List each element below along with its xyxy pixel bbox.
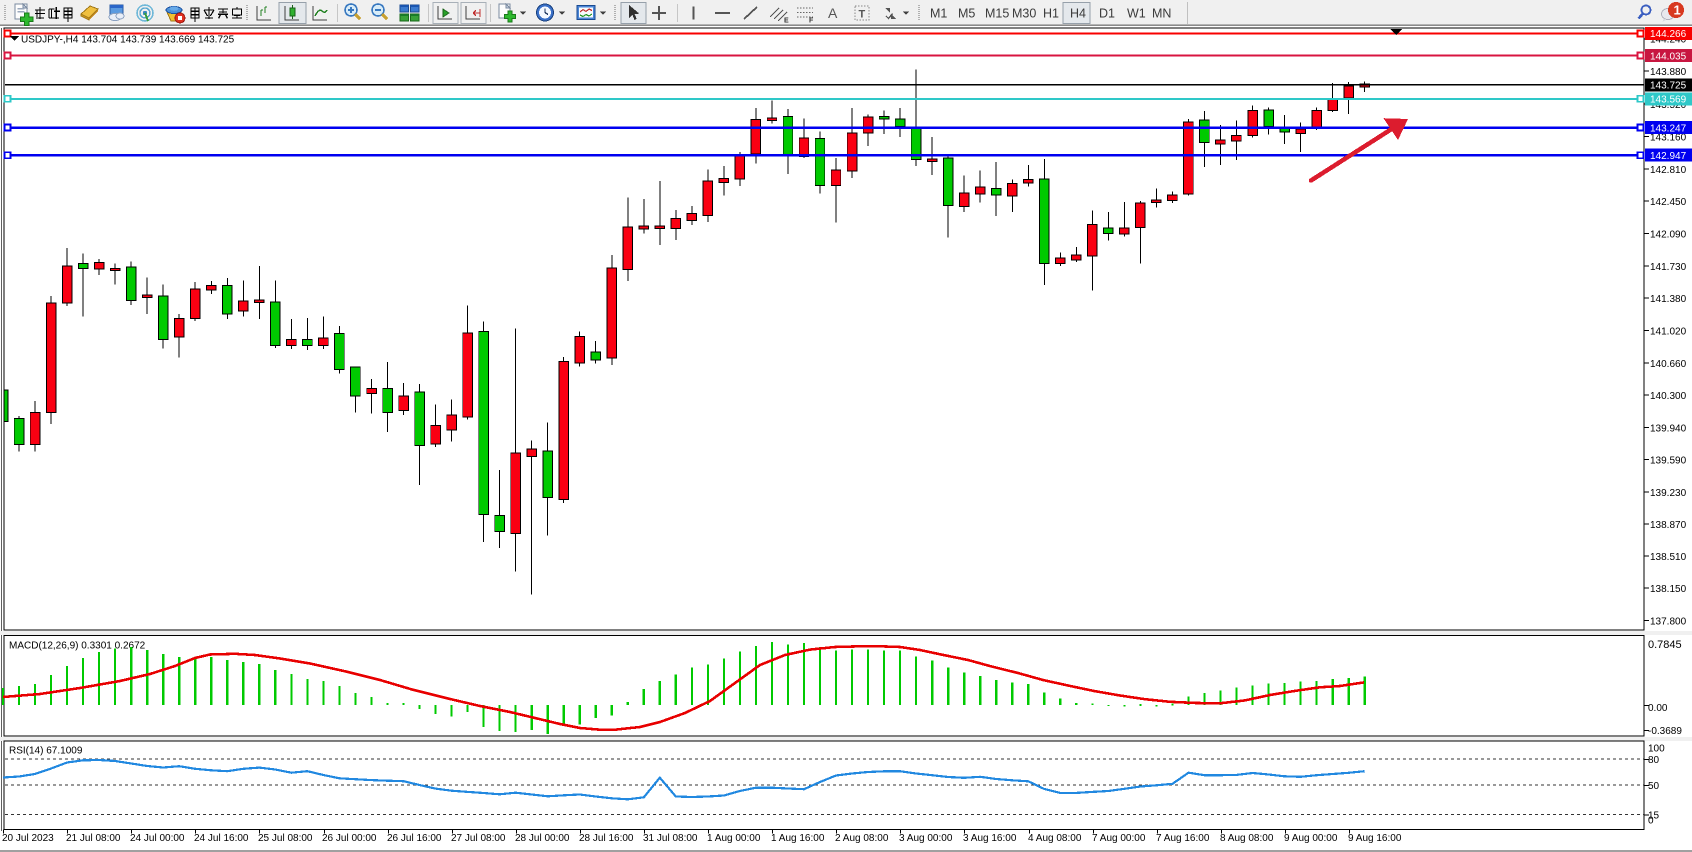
svg-text:142.450: 142.450 [1650,197,1687,208]
svg-text:1 Aug 00:00: 1 Aug 00:00 [707,833,761,844]
svg-text:F: F [809,18,814,25]
svg-text:28 Jul 16:00: 28 Jul 16:00 [579,833,634,844]
svg-text:137.800: 137.800 [1650,616,1687,627]
svg-text:138.870: 138.870 [1650,520,1687,531]
svg-text:M15: M15 [985,7,1009,21]
svg-text:24 Jul 00:00: 24 Jul 00:00 [130,833,185,844]
svg-text:50: 50 [1648,781,1660,792]
svg-text:W1: W1 [1127,7,1146,21]
svg-text:9 Aug 16:00: 9 Aug 16:00 [1348,833,1402,844]
svg-text:0.7845: 0.7845 [1648,639,1682,651]
svg-text:143.569: 143.569 [1650,95,1687,106]
svg-text:143.880: 143.880 [1650,67,1687,78]
svg-text:25 Jul 08:00: 25 Jul 08:00 [258,833,313,844]
svg-text:26 Jul 00:00: 26 Jul 00:00 [322,833,377,844]
svg-text:MACD(12,26,9) 0.3301 0.2672: MACD(12,26,9) 0.3301 0.2672 [9,641,146,652]
svg-text:A: A [828,5,838,21]
svg-text:80: 80 [1648,755,1660,766]
svg-text:141.020: 141.020 [1650,326,1687,337]
svg-text:USDJPY-,H4 143.704 143.739 14: USDJPY-,H4 143.704 143.739 143.669 143.7… [21,35,235,46]
svg-text:100: 100 [1648,744,1665,755]
svg-text:21 Jul 08:00: 21 Jul 08:00 [66,833,121,844]
svg-text:15: 15 [1648,811,1660,822]
svg-text:D1: D1 [1099,7,1115,21]
svg-text:RSI(14) 67.1009: RSI(14) 67.1009 [9,746,83,757]
svg-text:MN: MN [1152,7,1171,21]
svg-text:M1: M1 [930,7,947,21]
svg-text:0.00: 0.00 [1648,703,1668,714]
svg-text:1 Aug 16:00: 1 Aug 16:00 [771,833,825,844]
svg-text:7 Aug 00:00: 7 Aug 00:00 [1092,833,1146,844]
svg-text:H1: H1 [1043,7,1059,21]
svg-text:2 Aug 08:00: 2 Aug 08:00 [835,833,889,844]
svg-text:M5: M5 [958,7,975,21]
svg-text:143.160: 143.160 [1650,132,1687,143]
svg-text:142.090: 142.090 [1650,229,1687,240]
svg-text:139.230: 139.230 [1650,488,1687,499]
svg-text:3 Aug 16:00: 3 Aug 16:00 [963,833,1017,844]
svg-text:M30: M30 [1012,7,1036,21]
svg-text:27 Jul 08:00: 27 Jul 08:00 [451,833,506,844]
svg-text:144.035: 144.035 [1650,51,1687,62]
svg-text:7 Aug 16:00: 7 Aug 16:00 [1156,833,1210,844]
svg-text:26 Jul 16:00: 26 Jul 16:00 [387,833,442,844]
svg-text:139.590: 139.590 [1650,455,1687,466]
svg-text:138.510: 138.510 [1650,552,1687,563]
svg-text:143.247: 143.247 [1650,123,1687,134]
svg-text:141.380: 141.380 [1650,294,1687,305]
svg-text:140.300: 140.300 [1650,391,1687,402]
svg-text:144.266: 144.266 [1650,29,1687,40]
svg-text:139.940: 139.940 [1650,423,1687,434]
svg-text:142.947: 142.947 [1650,151,1687,162]
svg-text:T: T [859,9,866,21]
svg-text:142.810: 142.810 [1650,165,1687,176]
svg-text:3 Aug 00:00: 3 Aug 00:00 [899,833,953,844]
svg-text:H4: H4 [1070,7,1086,21]
svg-text:4 Aug 08:00: 4 Aug 08:00 [1028,833,1082,844]
svg-text:141.730: 141.730 [1650,262,1687,273]
svg-text:144.240: 144.240 [1650,35,1687,46]
svg-text:24 Jul 16:00: 24 Jul 16:00 [194,833,249,844]
svg-text:31 Jul 08:00: 31 Jul 08:00 [643,833,698,844]
svg-text:8 Aug 08:00: 8 Aug 08:00 [1220,833,1274,844]
svg-text:0: 0 [1648,816,1654,827]
svg-text:E: E [784,18,789,25]
svg-text:143.725: 143.725 [1650,81,1687,92]
svg-text:140.660: 140.660 [1650,359,1687,370]
svg-text:138.150: 138.150 [1650,584,1687,595]
svg-text:1: 1 [1674,3,1681,18]
svg-text:20 Jul 2023: 20 Jul 2023 [2,833,54,844]
svg-text:9 Aug 00:00: 9 Aug 00:00 [1284,833,1338,844]
svg-text:28 Jul 00:00: 28 Jul 00:00 [515,833,570,844]
svg-text:-0.3689: -0.3689 [1648,726,1682,737]
